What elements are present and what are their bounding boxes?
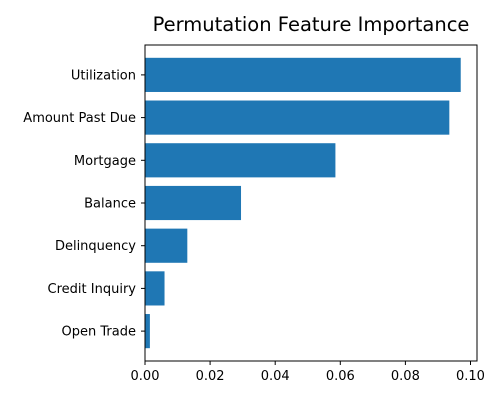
x-tick-label: 0.08 — [391, 369, 420, 384]
bar-open-trade — [145, 314, 150, 349]
y-tick-label-open-trade: Open Trade — [62, 325, 136, 340]
chart-title: Permutation Feature Importance — [153, 13, 470, 36]
bar-utilization — [145, 57, 461, 92]
x-axis: 0.00 0.02 0.04 0.06 0.08 0.10 — [131, 361, 485, 384]
y-tick-label-utilization: Utilization — [71, 68, 136, 83]
x-tick-label: 0.10 — [456, 369, 485, 384]
bar-mortgage — [145, 143, 336, 178]
x-tick-label: 0.04 — [261, 369, 290, 384]
bar-credit-inquiry — [145, 271, 165, 306]
x-tick-label: 0.00 — [131, 369, 160, 384]
y-tick-label-credit-inquiry: Credit Inquiry — [48, 282, 137, 297]
y-tick-label-delinquency: Delinquency — [55, 239, 136, 254]
x-tick-label: 0.02 — [196, 369, 225, 384]
y-tick-label-amount-past-due: Amount Past Due — [23, 111, 136, 126]
plot-frame — [144, 44, 478, 362]
y-axis: Open Trade Credit Inquiry Delinquency Balan… — [23, 68, 145, 340]
y-tick-label-balance: Balance — [84, 197, 136, 212]
x-tick-label: 0.06 — [326, 369, 355, 384]
bar-amount-past-due — [145, 100, 450, 135]
bars-group — [145, 57, 461, 349]
y-tick-label-mortgage: Mortgage — [74, 154, 136, 169]
bar-delinquency — [145, 228, 188, 263]
bar-balance — [145, 185, 242, 221]
